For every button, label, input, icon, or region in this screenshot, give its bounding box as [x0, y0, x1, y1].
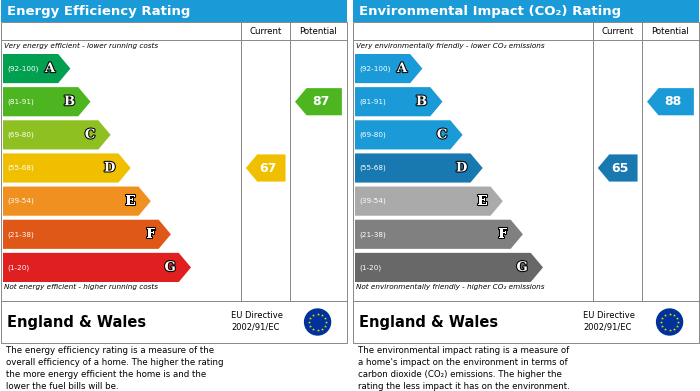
Polygon shape [3, 87, 90, 116]
Text: Environmental Impact (CO₂) Rating: Environmental Impact (CO₂) Rating [359, 5, 621, 18]
Text: Energy Efficiency Rating: Energy Efficiency Rating [7, 5, 190, 18]
Text: (21-38): (21-38) [7, 231, 34, 238]
Polygon shape [3, 120, 111, 149]
Text: F: F [146, 228, 155, 241]
Text: (69-80): (69-80) [7, 132, 34, 138]
Polygon shape [3, 54, 71, 83]
Text: The energy efficiency rating is a measure of the
overall efficiency of a home. T: The energy efficiency rating is a measur… [6, 346, 223, 391]
Text: England & Wales: England & Wales [7, 314, 146, 330]
Text: B: B [64, 95, 75, 108]
Text: Not energy efficient - higher running costs: Not energy efficient - higher running co… [4, 284, 158, 290]
Text: Potential: Potential [652, 27, 690, 36]
Text: D: D [456, 161, 468, 174]
Text: 67: 67 [259, 161, 276, 174]
Bar [1, 22, 347, 301]
Text: (92-100): (92-100) [7, 65, 38, 72]
Bar [1, 301, 347, 343]
Polygon shape [3, 253, 191, 282]
Text: (69-80): (69-80) [359, 132, 386, 138]
Polygon shape [355, 220, 523, 249]
Circle shape [304, 309, 330, 335]
Text: 65: 65 [611, 161, 629, 174]
Text: 88: 88 [664, 95, 681, 108]
Text: (1-20): (1-20) [359, 264, 381, 271]
Bar [353, 0, 699, 22]
Polygon shape [3, 220, 171, 249]
Text: EU Directive
2002/91/EC: EU Directive 2002/91/EC [231, 310, 283, 332]
Circle shape [657, 309, 682, 335]
Text: (21-38): (21-38) [359, 231, 386, 238]
Text: A: A [45, 62, 55, 75]
Polygon shape [647, 88, 694, 115]
Text: Potential: Potential [300, 27, 337, 36]
Text: (55-68): (55-68) [7, 165, 34, 171]
Text: Very energy efficient - lower running costs: Very energy efficient - lower running co… [4, 43, 158, 49]
Text: E: E [125, 195, 136, 208]
Text: 87: 87 [312, 95, 330, 108]
Text: C: C [437, 128, 447, 142]
Text: E: E [477, 195, 487, 208]
Text: (55-68): (55-68) [359, 165, 386, 171]
Text: (81-91): (81-91) [7, 99, 34, 105]
Polygon shape [295, 88, 342, 115]
Text: C: C [85, 128, 95, 142]
Text: D: D [104, 161, 116, 174]
Text: (1-20): (1-20) [7, 264, 29, 271]
Text: Very environmentally friendly - lower CO₂ emissions: Very environmentally friendly - lower CO… [356, 43, 545, 49]
Text: (39-54): (39-54) [359, 198, 386, 204]
Bar [353, 301, 699, 343]
Text: G: G [164, 261, 176, 274]
Polygon shape [355, 54, 422, 83]
Text: EU Directive
2002/91/EC: EU Directive 2002/91/EC [583, 310, 635, 332]
Text: A: A [397, 62, 407, 75]
Text: Current: Current [601, 27, 634, 36]
Text: (92-100): (92-100) [359, 65, 391, 72]
Polygon shape [355, 153, 483, 183]
Polygon shape [355, 253, 543, 282]
Bar [353, 22, 699, 301]
Text: G: G [517, 261, 528, 274]
Polygon shape [3, 153, 131, 183]
Text: B: B [416, 95, 427, 108]
Text: (39-54): (39-54) [7, 198, 34, 204]
Text: F: F [498, 228, 508, 241]
Polygon shape [3, 187, 150, 216]
Polygon shape [355, 120, 463, 149]
Polygon shape [355, 87, 442, 116]
Bar [1, 0, 347, 22]
Text: Not environmentally friendly - higher CO₂ emissions: Not environmentally friendly - higher CO… [356, 284, 545, 290]
Text: England & Wales: England & Wales [359, 314, 498, 330]
Polygon shape [598, 154, 638, 181]
Text: The environmental impact rating is a measure of
a home's impact on the environme: The environmental impact rating is a mea… [358, 346, 570, 391]
Text: Current: Current [249, 27, 282, 36]
Text: (81-91): (81-91) [359, 99, 386, 105]
Polygon shape [355, 187, 503, 216]
Polygon shape [246, 154, 286, 181]
